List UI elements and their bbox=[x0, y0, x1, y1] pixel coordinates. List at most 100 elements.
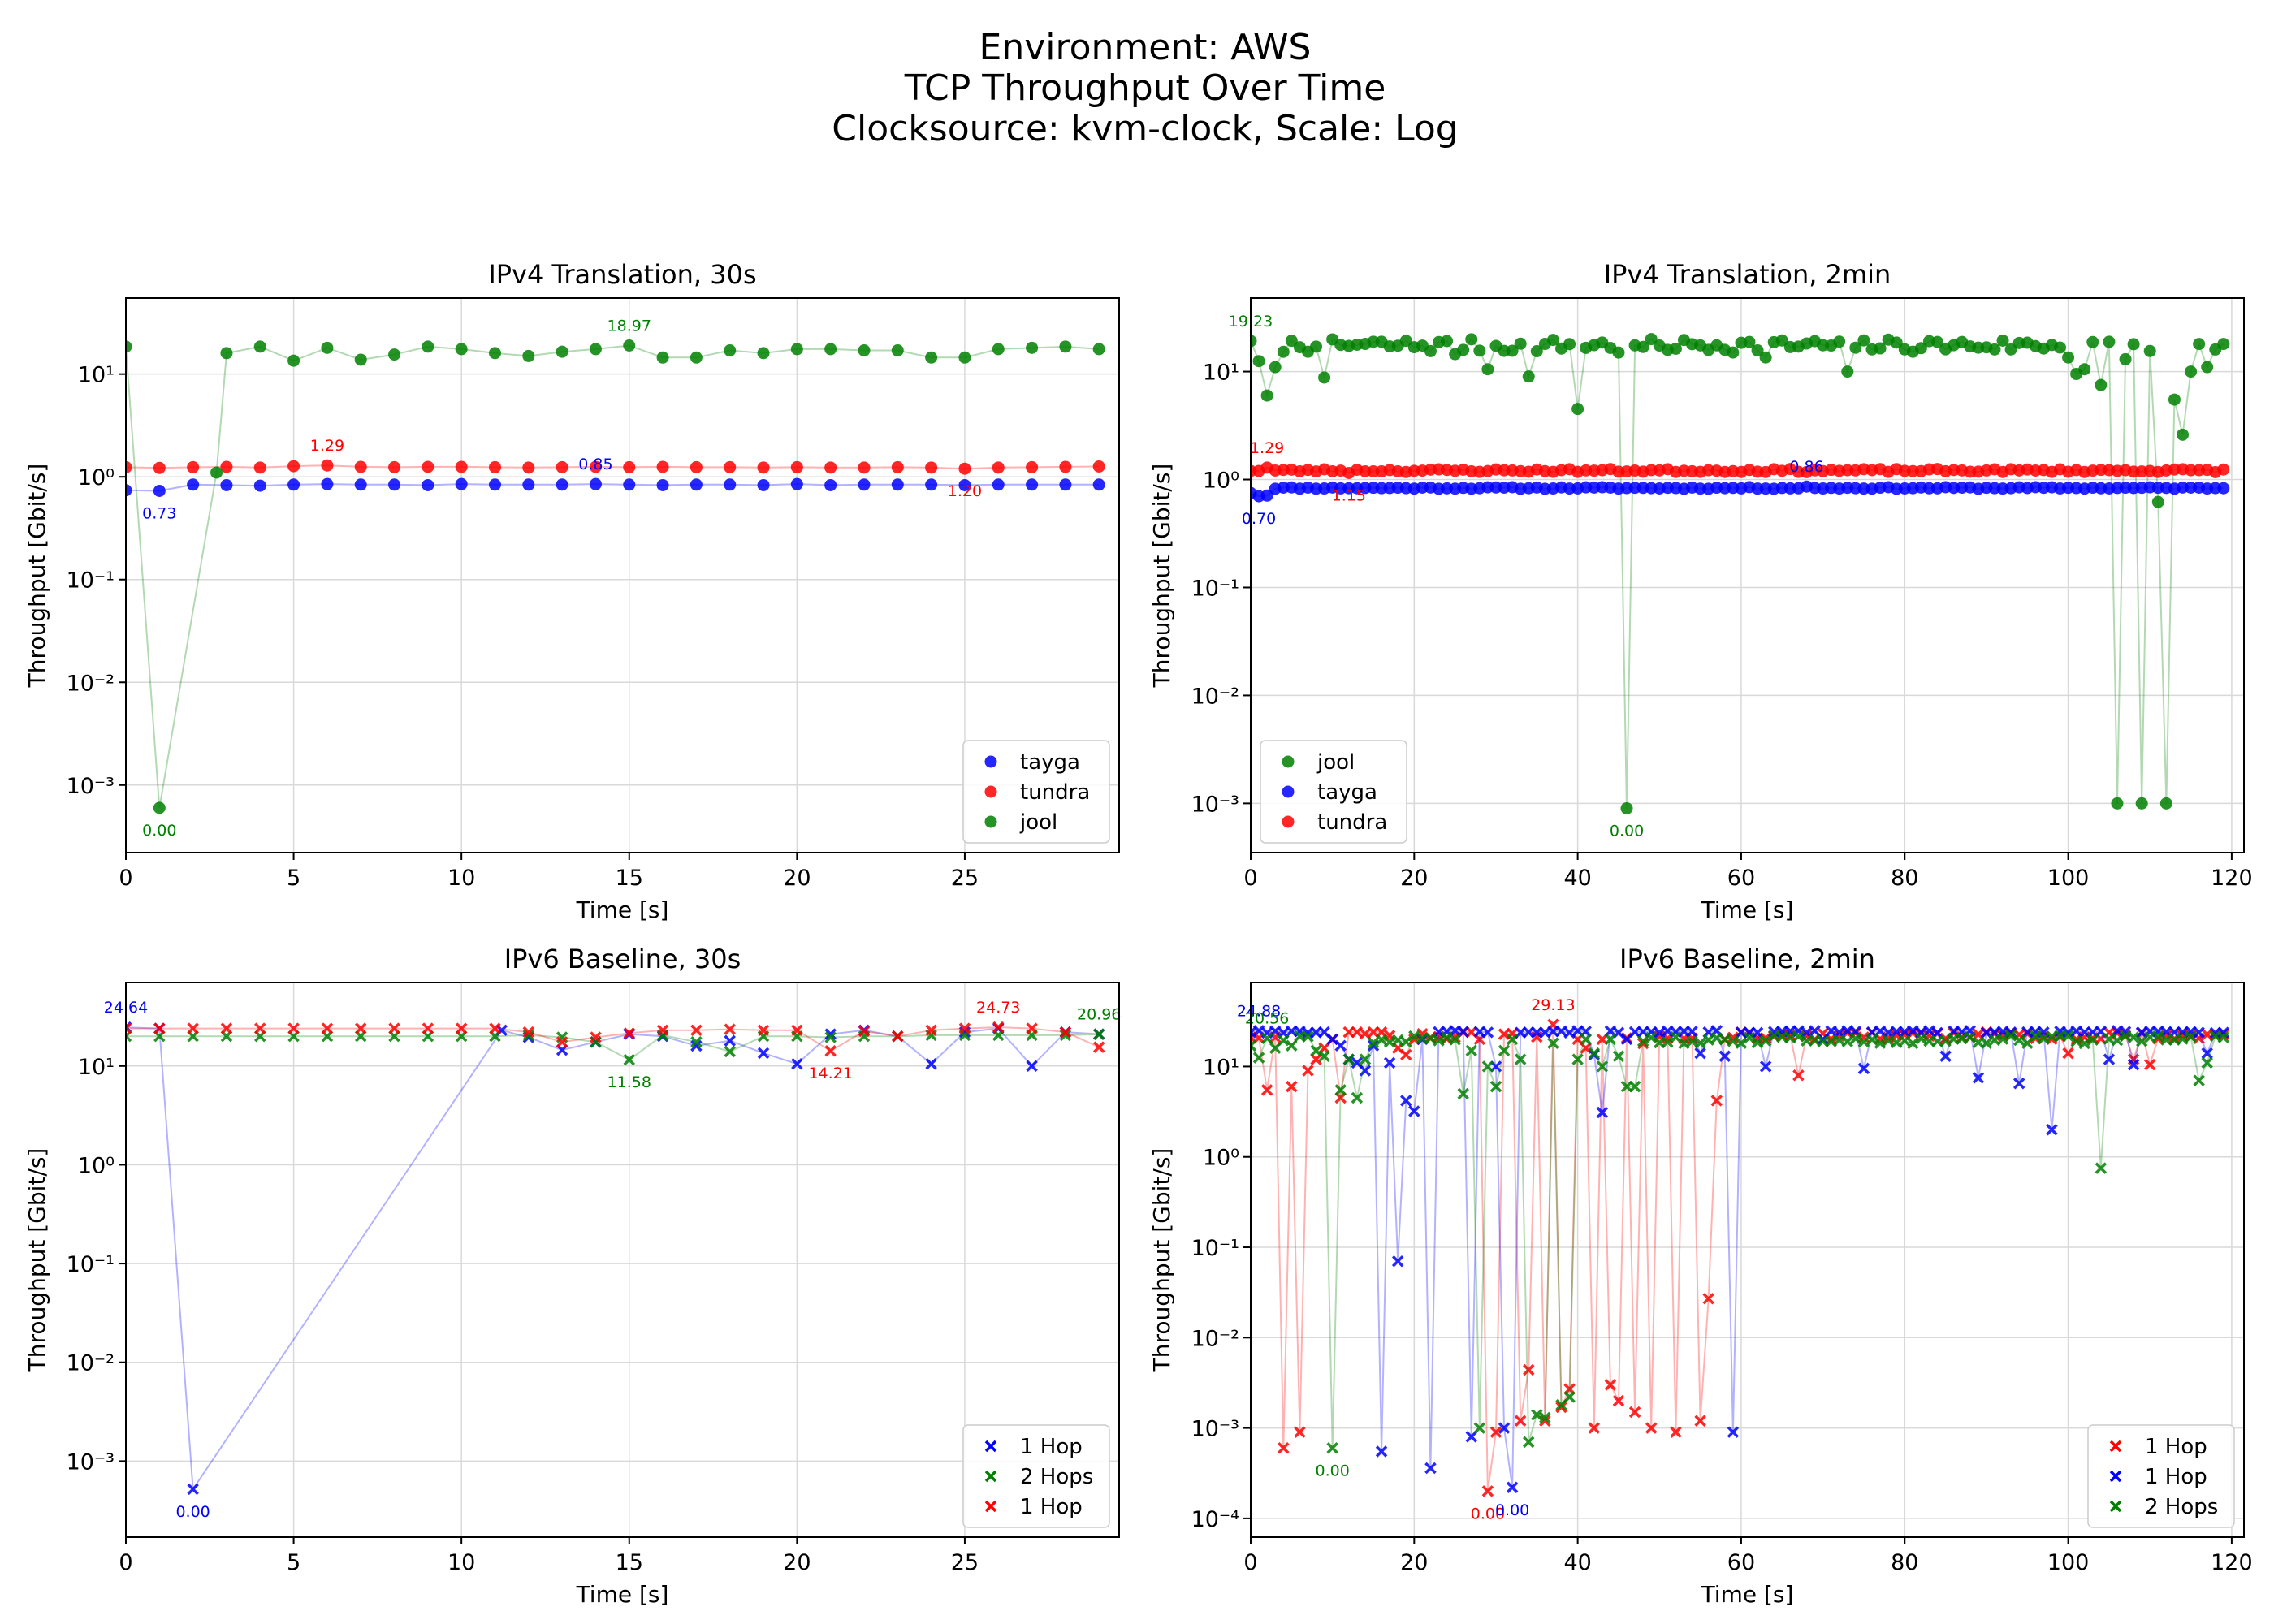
data-point bbox=[1620, 801, 1633, 814]
data-point bbox=[321, 341, 334, 354]
data-point bbox=[388, 1022, 400, 1034]
data-point bbox=[1400, 1048, 1412, 1061]
data-point bbox=[1964, 1031, 1977, 1043]
legend-label: 1 Hop bbox=[1020, 1435, 1083, 1459]
data-point bbox=[958, 462, 971, 475]
data-point bbox=[1359, 1053, 1372, 1065]
data-point bbox=[1441, 335, 1454, 348]
data-label: 20.96 bbox=[1077, 1006, 1121, 1024]
legend: 1 Hop 2 Hops 1 Hop bbox=[962, 1424, 1110, 1528]
data-point bbox=[1408, 1105, 1420, 1117]
data-point bbox=[422, 460, 434, 473]
plot-frame bbox=[125, 297, 1120, 853]
data-point bbox=[1662, 1036, 1674, 1048]
data-point bbox=[1563, 338, 1576, 351]
data-point bbox=[1702, 1293, 1714, 1305]
data-point bbox=[1367, 1039, 1380, 1052]
data-point bbox=[1351, 1091, 1364, 1104]
plot-area bbox=[126, 1021, 1105, 1496]
legend-label: 2 Hops bbox=[1020, 1465, 1093, 1489]
data-point bbox=[2217, 338, 2230, 351]
data-point bbox=[1269, 361, 1282, 374]
x-tick-label: 60 bbox=[1727, 866, 1755, 891]
data-label: 11.58 bbox=[607, 1073, 651, 1091]
data-point bbox=[1473, 1422, 1486, 1434]
data-point bbox=[925, 461, 938, 474]
data-point bbox=[1857, 1035, 1870, 1048]
data-point bbox=[1059, 478, 1072, 491]
data-point bbox=[1678, 1037, 1690, 1050]
data-point bbox=[1694, 1415, 1706, 1427]
data-point bbox=[422, 340, 434, 353]
legend-label: 1 Hop bbox=[2145, 1435, 2207, 1459]
data-point bbox=[1092, 1041, 1105, 1053]
data-point bbox=[1694, 1047, 1706, 1060]
data-point bbox=[1882, 1034, 1895, 1047]
data-point bbox=[992, 478, 1005, 491]
legend-marker bbox=[2109, 1500, 2122, 1513]
data-point bbox=[2193, 338, 2206, 351]
data-point bbox=[1465, 1044, 1478, 1057]
data-point bbox=[321, 459, 334, 472]
data-point bbox=[1391, 1034, 1404, 1047]
data-point bbox=[1588, 1047, 1601, 1060]
data-point bbox=[1727, 1035, 1740, 1047]
data-point bbox=[1375, 1034, 1388, 1046]
data-point bbox=[354, 478, 367, 491]
data-point bbox=[1506, 344, 1519, 357]
x-axis-label: Time [s] bbox=[576, 1581, 669, 1608]
chart-ipv6-30s: IPv6 Baseline, 30s Time [s] Throughput [Gb… bbox=[24, 944, 1121, 1608]
data-point bbox=[757, 1047, 770, 1060]
data-point bbox=[1939, 1050, 1952, 1062]
data-point bbox=[2135, 797, 2148, 810]
data-point bbox=[1980, 1037, 1993, 1049]
data-point bbox=[1833, 335, 1846, 348]
data-point bbox=[1694, 1037, 1706, 1049]
data-point bbox=[2103, 335, 2116, 348]
legend-marker bbox=[2109, 1440, 2122, 1453]
data-point bbox=[1596, 1060, 1609, 1073]
data-point bbox=[422, 478, 434, 491]
data-point bbox=[1555, 1025, 1567, 1038]
data-point bbox=[522, 349, 535, 362]
data-point bbox=[2086, 1034, 2099, 1047]
y-axis-label: Throughput [Gbit/s] bbox=[24, 464, 50, 689]
x-tick-label: 0 bbox=[1243, 866, 1257, 891]
data-point bbox=[1759, 351, 1772, 364]
data-label: 0.73 bbox=[142, 505, 176, 523]
data-point bbox=[220, 460, 233, 473]
data-point bbox=[1759, 1060, 1772, 1073]
data-point bbox=[1481, 1485, 1494, 1497]
data-point bbox=[522, 478, 535, 491]
data-point bbox=[824, 461, 837, 474]
chart-title: IPv6 Baseline, 2min bbox=[1619, 944, 1875, 974]
data-point bbox=[858, 478, 871, 491]
data-point bbox=[2201, 361, 2214, 374]
data-point bbox=[690, 1024, 703, 1037]
data-point bbox=[187, 460, 200, 473]
data-point bbox=[1277, 345, 1290, 358]
data-point bbox=[2111, 1034, 2124, 1047]
data-label: 0.70 bbox=[1242, 510, 1276, 528]
x-tick-label: 10 bbox=[447, 866, 475, 891]
data-point bbox=[153, 1022, 166, 1034]
data-label: 0.00 bbox=[142, 822, 176, 840]
data-point bbox=[1465, 1431, 1478, 1443]
data-point bbox=[1278, 1442, 1290, 1454]
data-point bbox=[522, 1029, 535, 1042]
data-point bbox=[2151, 495, 2164, 508]
data-point bbox=[1433, 1034, 1445, 1047]
data-point bbox=[1251, 335, 1257, 348]
data-point bbox=[1026, 460, 1039, 473]
data-point bbox=[1727, 1426, 1740, 1438]
x-tick-label: 40 bbox=[1563, 866, 1591, 891]
data-point bbox=[1890, 1036, 1903, 1049]
data-point bbox=[2217, 463, 2230, 476]
data-point bbox=[1539, 1415, 1551, 1427]
data-point bbox=[1514, 337, 1527, 350]
data-point bbox=[1596, 1106, 1609, 1119]
x-tick-label: 20 bbox=[783, 866, 811, 891]
data-label: 1.29 bbox=[1250, 439, 1284, 457]
data-point bbox=[1654, 1026, 1666, 1039]
plot-area bbox=[1251, 1018, 2230, 1497]
